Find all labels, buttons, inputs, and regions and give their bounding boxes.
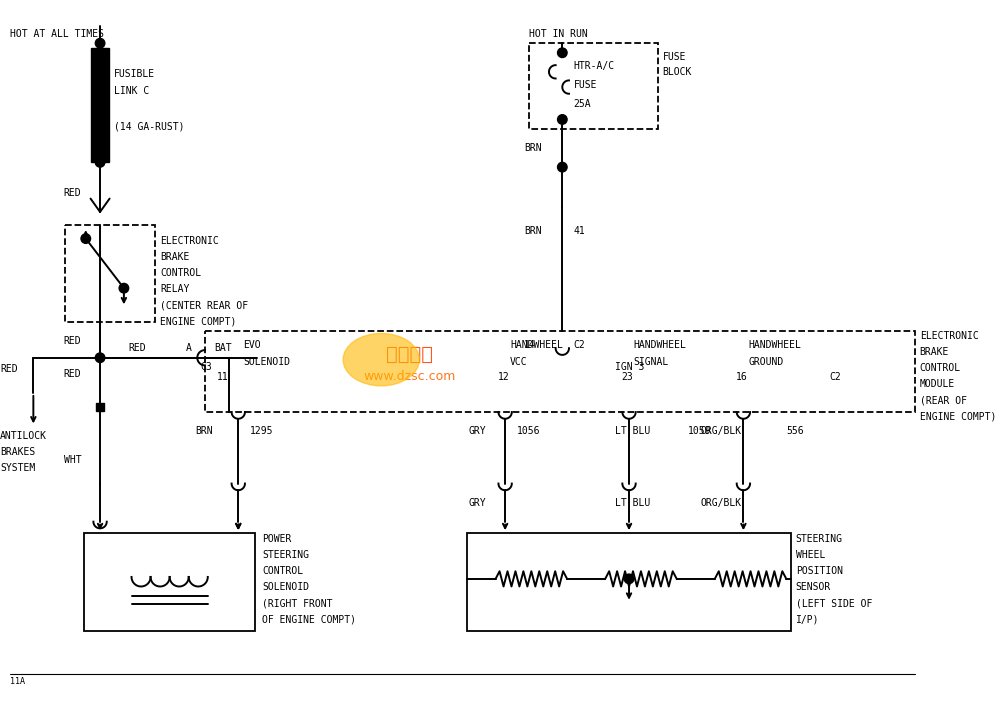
Text: ORG/BLK: ORG/BLK — [701, 426, 742, 436]
Text: FUSIBLE: FUSIBLE — [114, 68, 155, 79]
Circle shape — [95, 353, 105, 362]
Text: RELAY: RELAY — [160, 284, 189, 294]
Text: STEERING: STEERING — [796, 534, 843, 544]
Text: SIGNAL: SIGNAL — [634, 357, 669, 367]
Text: LINK C: LINK C — [114, 86, 150, 96]
Text: HOT IN RUN: HOT IN RUN — [529, 29, 588, 39]
Circle shape — [95, 39, 105, 48]
Text: 1295: 1295 — [250, 426, 273, 436]
Text: HANDWHEEL: HANDWHEEL — [748, 341, 801, 350]
Text: GROUND: GROUND — [748, 357, 783, 367]
Text: GRY: GRY — [469, 498, 487, 508]
Bar — [205, 331, 915, 412]
Text: 23: 23 — [621, 372, 633, 382]
Text: 11A: 11A — [10, 678, 25, 686]
Text: CONTROL: CONTROL — [262, 566, 303, 576]
Text: HANDWHEEL: HANDWHEEL — [634, 341, 687, 350]
Text: VCC: VCC — [510, 357, 528, 367]
Text: CONTROL: CONTROL — [160, 268, 201, 278]
Text: 维库一下: 维库一下 — [386, 345, 433, 364]
Text: SOLENOID: SOLENOID — [262, 582, 309, 592]
Text: HANDWHEEL: HANDWHEEL — [510, 341, 563, 350]
Circle shape — [119, 283, 129, 293]
Text: EVO: EVO — [243, 341, 261, 350]
Bar — [84, 533, 255, 631]
Text: STEERING: STEERING — [262, 550, 309, 560]
Text: RED: RED — [64, 336, 81, 345]
Text: HOT AT ALL TIMES: HOT AT ALL TIMES — [10, 29, 104, 39]
Text: BRN: BRN — [195, 426, 213, 436]
Text: C2: C2 — [829, 372, 841, 382]
Text: ORG/BLK: ORG/BLK — [701, 498, 742, 508]
Text: RED: RED — [129, 343, 146, 353]
Circle shape — [558, 115, 567, 124]
Text: RED: RED — [0, 364, 18, 374]
Text: A: A — [186, 343, 192, 353]
Text: IGN 3: IGN 3 — [615, 362, 644, 372]
Text: (LEFT SIDE OF: (LEFT SIDE OF — [796, 599, 872, 608]
Text: BRN: BRN — [524, 226, 542, 236]
Text: FUSE: FUSE — [662, 51, 686, 61]
Text: FUSE: FUSE — [574, 80, 597, 90]
Text: ENGINE COMPT): ENGINE COMPT) — [920, 412, 996, 422]
Text: ENGINE COMPT): ENGINE COMPT) — [160, 317, 236, 326]
Text: ANTILOCK: ANTILOCK — [0, 431, 47, 441]
Text: BRAKE: BRAKE — [920, 347, 949, 357]
Text: SENSOR: SENSOR — [796, 582, 831, 592]
Text: 14: 14 — [524, 341, 536, 350]
Bar — [96, 403, 104, 411]
Text: LT BLU: LT BLU — [615, 426, 650, 436]
Text: C3: C3 — [200, 362, 212, 372]
Bar — [467, 533, 791, 631]
Text: OF ENGINE COMPT): OF ENGINE COMPT) — [262, 615, 356, 625]
Text: POWER: POWER — [262, 534, 291, 544]
Bar — [65, 226, 155, 321]
Text: SYSTEM: SYSTEM — [0, 463, 35, 473]
Text: BRN: BRN — [524, 143, 542, 153]
Text: SOLENOID: SOLENOID — [243, 357, 290, 367]
Text: (14 GA-RUST): (14 GA-RUST) — [114, 121, 185, 131]
Text: 25A: 25A — [574, 99, 591, 109]
Text: GRY: GRY — [469, 426, 487, 436]
Circle shape — [558, 162, 567, 172]
Text: RED: RED — [64, 188, 81, 198]
Text: WHT: WHT — [64, 455, 81, 465]
Text: BRAKES: BRAKES — [0, 447, 35, 457]
Circle shape — [624, 574, 634, 584]
Text: C2: C2 — [574, 341, 586, 350]
Text: 556: 556 — [786, 426, 804, 436]
Bar — [529, 43, 658, 129]
Text: www.dzsc.com: www.dzsc.com — [364, 370, 456, 384]
Text: 41: 41 — [574, 226, 586, 236]
Text: 16: 16 — [736, 372, 748, 382]
Text: BRAKE: BRAKE — [160, 252, 189, 262]
Text: 1056: 1056 — [517, 426, 540, 436]
Text: MODULE: MODULE — [920, 379, 955, 389]
Text: LT BLU: LT BLU — [615, 498, 650, 508]
Text: BAT: BAT — [214, 343, 232, 353]
Text: HTR-A/C: HTR-A/C — [574, 61, 615, 71]
Text: (RIGHT FRONT: (RIGHT FRONT — [262, 599, 333, 608]
Circle shape — [95, 158, 105, 167]
Text: WHEEL: WHEEL — [796, 550, 825, 560]
Text: (REAR OF: (REAR OF — [920, 396, 967, 405]
Text: I/P): I/P) — [796, 615, 819, 625]
Text: BLOCK: BLOCK — [662, 67, 692, 77]
Bar — [91, 48, 109, 162]
Text: 12: 12 — [498, 372, 509, 382]
Text: POSITION: POSITION — [796, 566, 843, 576]
Text: ELECTRONIC: ELECTRONIC — [160, 235, 219, 245]
Text: RED: RED — [64, 369, 81, 379]
Text: 1059: 1059 — [688, 426, 712, 436]
Ellipse shape — [343, 333, 419, 386]
Text: (CENTER REAR OF: (CENTER REAR OF — [160, 300, 248, 310]
Text: ELECTRONIC: ELECTRONIC — [920, 331, 978, 341]
Circle shape — [558, 48, 567, 58]
Text: 11: 11 — [217, 372, 229, 382]
Circle shape — [81, 234, 91, 243]
Text: CONTROL: CONTROL — [920, 363, 961, 373]
